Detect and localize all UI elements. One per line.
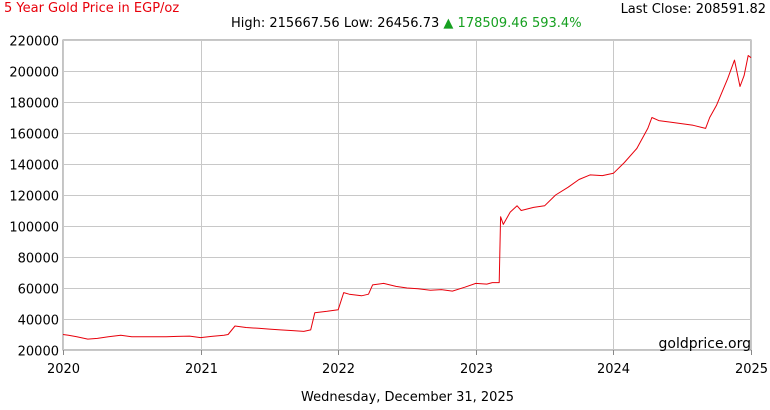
y-tick-label: 120000 bbox=[9, 190, 59, 205]
x-tick-label: 2024 bbox=[597, 362, 630, 377]
footer-date: Wednesday, December 31, 2025 bbox=[301, 390, 514, 405]
high-low-text: High: 215667.56 Low: 26456.73 bbox=[231, 16, 440, 31]
y-tick-label: 80000 bbox=[18, 252, 59, 267]
x-tick-label: 2025 bbox=[735, 362, 768, 377]
last-close-label: Last Close: 208591.82 bbox=[620, 2, 766, 17]
x-axis-tick-labels: 2020 2021 2022 2023 2024 2025 bbox=[47, 362, 768, 377]
chart-title: 5 Year Gold Price in EGP/oz bbox=[4, 1, 180, 16]
x-tick-label: 2021 bbox=[185, 362, 218, 377]
high-low-change-summary: High: 215667.56 Low: 26456.73 ▲ 178509.4… bbox=[231, 16, 582, 31]
y-tick-label: 180000 bbox=[9, 97, 59, 112]
up-arrow-icon: ▲ bbox=[443, 16, 454, 31]
y-tick-label: 220000 bbox=[9, 35, 59, 50]
grid-lines bbox=[62, 39, 752, 355]
y-tick-label: 140000 bbox=[9, 159, 59, 174]
y-tick-label: 20000 bbox=[18, 345, 59, 360]
y-axis-tick-labels: 20000 40000 60000 80000 100000 120000 140000 16… bbox=[9, 35, 59, 360]
watermark-text: goldprice.org bbox=[659, 336, 751, 352]
change-text: 178509.46 593.4% bbox=[457, 16, 582, 31]
x-tick-label: 2022 bbox=[322, 362, 355, 377]
y-tick-label: 200000 bbox=[9, 66, 59, 81]
y-tick-label: 100000 bbox=[9, 221, 59, 236]
y-tick-label: 40000 bbox=[18, 314, 59, 329]
x-tick-label: 2020 bbox=[47, 362, 80, 377]
y-tick-label: 160000 bbox=[9, 128, 59, 143]
x-tick-label: 2023 bbox=[460, 362, 493, 377]
y-tick-label: 60000 bbox=[18, 283, 59, 298]
price-series-line bbox=[62, 55, 752, 340]
